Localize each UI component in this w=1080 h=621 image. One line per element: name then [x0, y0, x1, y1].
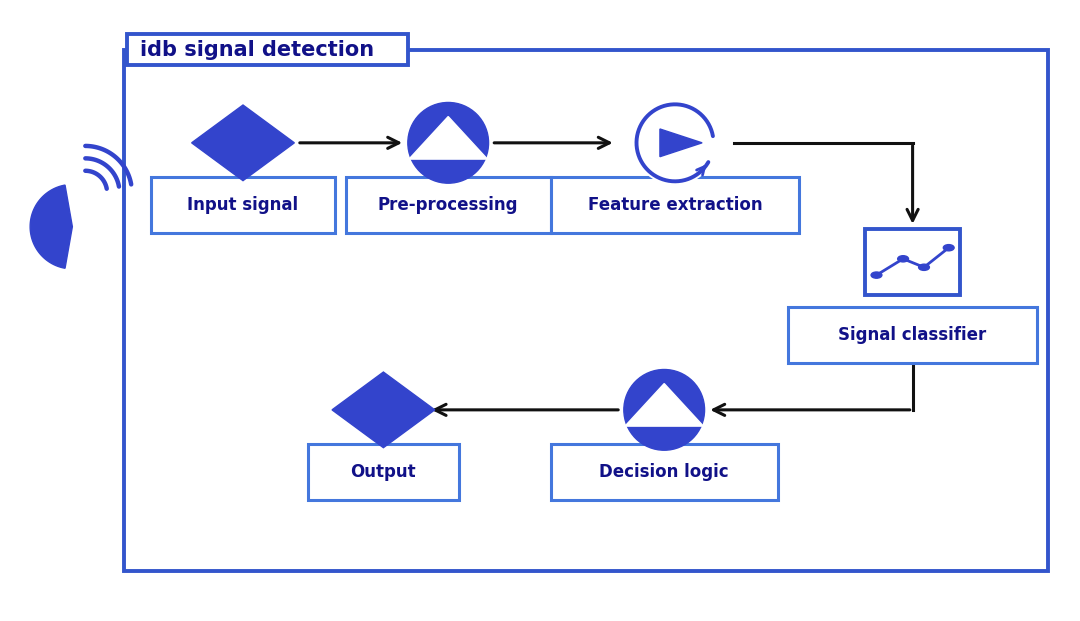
FancyBboxPatch shape [788, 307, 1037, 363]
Polygon shape [332, 372, 435, 448]
FancyBboxPatch shape [151, 177, 335, 233]
FancyBboxPatch shape [346, 177, 551, 233]
Polygon shape [30, 185, 72, 268]
Ellipse shape [408, 102, 488, 183]
Circle shape [897, 256, 908, 262]
Polygon shape [191, 105, 295, 181]
FancyBboxPatch shape [308, 444, 459, 500]
Circle shape [943, 245, 954, 251]
Text: idb signal detection: idb signal detection [140, 40, 375, 60]
Polygon shape [625, 384, 703, 426]
FancyBboxPatch shape [551, 444, 778, 500]
FancyBboxPatch shape [124, 50, 1048, 571]
Circle shape [919, 264, 930, 270]
Text: Output: Output [351, 463, 416, 481]
Ellipse shape [633, 101, 717, 185]
FancyBboxPatch shape [127, 34, 408, 65]
Polygon shape [409, 117, 487, 159]
Text: Decision logic: Decision logic [599, 463, 729, 481]
FancyBboxPatch shape [551, 177, 799, 233]
Circle shape [872, 272, 882, 278]
Text: Input signal: Input signal [188, 196, 298, 214]
Text: Pre-processing: Pre-processing [378, 196, 518, 214]
Text: Feature extraction: Feature extraction [588, 196, 762, 214]
Text: Signal classifier: Signal classifier [838, 327, 987, 344]
Polygon shape [660, 129, 702, 156]
FancyBboxPatch shape [865, 229, 960, 294]
Ellipse shape [624, 369, 704, 450]
